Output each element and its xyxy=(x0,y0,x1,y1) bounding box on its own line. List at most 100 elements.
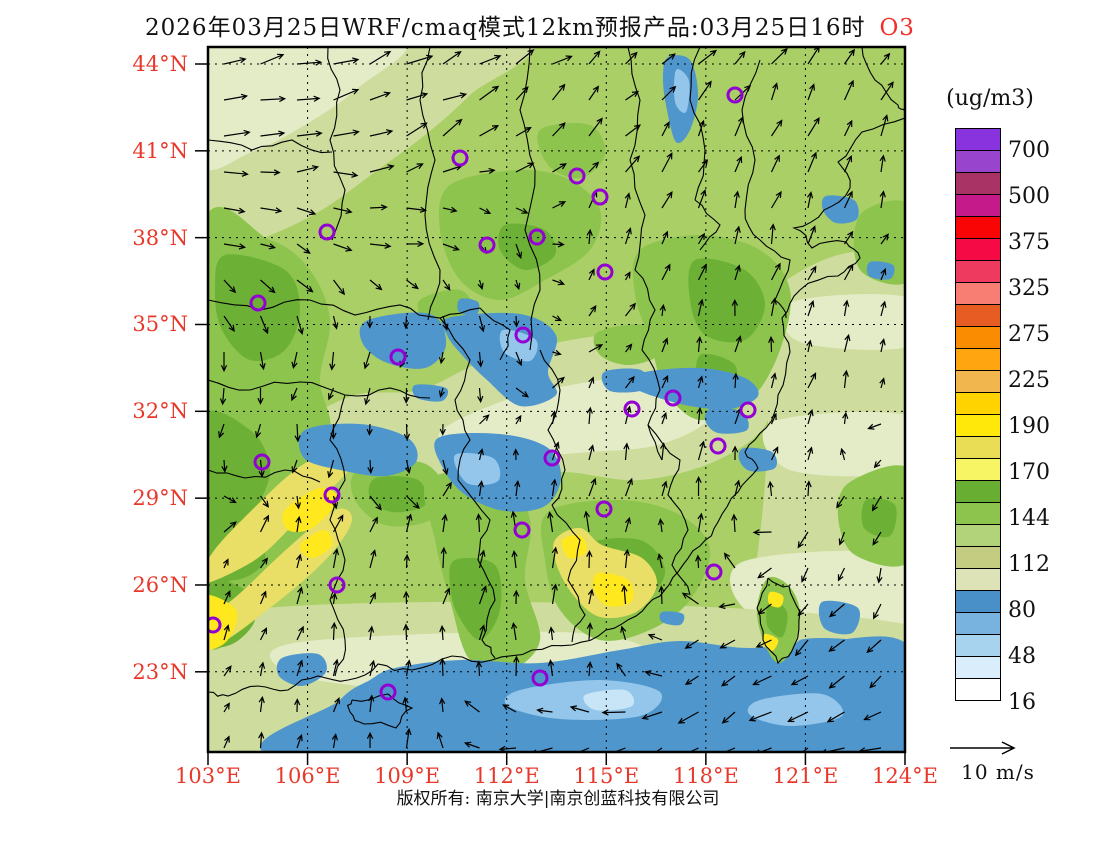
lat-label: 41°N xyxy=(132,138,188,163)
lon-label: 109°E xyxy=(374,764,441,788)
city-marker xyxy=(451,149,469,167)
concentration-patch xyxy=(298,423,418,477)
concentration-patch xyxy=(801,665,873,692)
concentration-patch xyxy=(781,294,905,350)
lat-label: 26°N xyxy=(132,572,188,597)
species-label: O3 xyxy=(879,15,915,41)
city-marker xyxy=(531,669,549,687)
city-marker xyxy=(591,188,609,206)
concentration-patch xyxy=(673,69,690,113)
legend-color-block xyxy=(955,150,1001,173)
city-marker xyxy=(568,167,586,185)
legend-color-block xyxy=(955,524,1001,547)
legend-color-block xyxy=(955,634,1001,657)
lat-label: 23°N xyxy=(132,659,188,684)
city-marker xyxy=(513,521,531,539)
city-marker xyxy=(389,348,407,366)
legend-color-block xyxy=(955,216,1001,239)
city-marker xyxy=(478,236,496,254)
city-marker xyxy=(528,228,546,246)
map-frame xyxy=(206,45,907,754)
lat-label: 35°N xyxy=(132,312,188,337)
city-marker xyxy=(623,400,641,418)
legend-unit-label: (ug/m3) xyxy=(946,86,1034,111)
lat-label: 32°N xyxy=(132,399,188,424)
concentration-patch xyxy=(601,368,649,393)
wind-scale-arrow xyxy=(950,741,1016,755)
city-marker xyxy=(253,453,271,471)
legend-color-block xyxy=(955,678,1001,701)
concentration-patch xyxy=(449,557,502,641)
legend-tick-label: 190 xyxy=(1008,414,1050,439)
concentration-patch xyxy=(593,572,634,607)
lon-label: 106°E xyxy=(274,764,341,788)
concentration-patch xyxy=(214,254,300,362)
legend-color-block xyxy=(955,326,1001,349)
city-marker xyxy=(328,576,346,594)
legend-color-block xyxy=(955,282,1001,305)
city-marker xyxy=(664,389,682,407)
lat-label: 44°N xyxy=(132,52,188,76)
legend-color-block xyxy=(955,172,1001,195)
legend-tick-label: 275 xyxy=(1008,322,1050,347)
lat-label: 38°N xyxy=(132,225,188,250)
legend-tick-label: 375 xyxy=(1008,230,1050,255)
concentration-patch xyxy=(818,600,860,635)
legend-color-block xyxy=(955,458,1001,481)
city-marker xyxy=(543,449,561,467)
boundary-lines xyxy=(208,47,905,729)
legend-tick-label: 16 xyxy=(1008,690,1036,715)
wind-scale-label: 10 m/s xyxy=(961,760,1035,784)
concentration-patch xyxy=(821,195,859,224)
lon-label: 115°E xyxy=(573,764,640,788)
concentration-patch xyxy=(866,261,895,280)
legend-color-block xyxy=(955,348,1001,371)
legend-tick-label: 170 xyxy=(1008,460,1050,485)
concentration-patch xyxy=(583,689,635,711)
concentration-patch xyxy=(766,599,788,638)
legend-tick-label: 48 xyxy=(1008,644,1036,669)
legend-color-block xyxy=(955,590,1001,613)
map-layers xyxy=(208,47,905,752)
legend-tick-label: 500 xyxy=(1008,184,1050,209)
legend-tick-label: 225 xyxy=(1008,368,1050,393)
legend-tick-label: 80 xyxy=(1008,598,1036,623)
concentration-patch xyxy=(861,498,897,538)
title-text: 2026年03月25日WRF/cmaq模式12km预报产品:03月25日16时 xyxy=(145,15,866,41)
city-marker xyxy=(705,563,723,581)
legend-color-block xyxy=(955,304,1001,327)
legend-color-block xyxy=(955,612,1001,635)
page-title: 2026年03月25日WRF/cmaq模式12km预报产品:03月25日16时 O… xyxy=(30,8,1030,42)
wind-vectors xyxy=(218,47,894,752)
city-marker xyxy=(726,86,744,104)
concentration-patch xyxy=(853,200,905,285)
concentration-patch xyxy=(453,452,501,486)
lon-label: 121°E xyxy=(772,764,839,788)
legend-tick-label: 325 xyxy=(1008,276,1050,301)
lon-label: 103°E xyxy=(175,764,241,788)
concentration-patch xyxy=(537,122,606,179)
legend-color-block xyxy=(955,392,1001,415)
concentration-patch xyxy=(688,258,765,343)
legend-tick-label: 112 xyxy=(1008,552,1050,577)
legend-color-block xyxy=(955,568,1001,591)
legend-color-block xyxy=(955,128,1001,151)
concentration-patch xyxy=(457,298,480,316)
legend-color-block xyxy=(955,260,1001,283)
lon-label: 124°E xyxy=(872,764,938,788)
footer-copyright: 版权所有: 南京大学|南京创蓝科技有限公司 xyxy=(396,789,720,809)
city-marker xyxy=(208,616,222,634)
city-marker xyxy=(323,486,341,504)
city-marker xyxy=(379,683,397,701)
legend-color-block xyxy=(955,546,1001,569)
lat-label: 29°N xyxy=(132,486,188,511)
lon-label: 112°E xyxy=(473,764,540,788)
concentration-patch xyxy=(747,693,844,727)
concentration-patch xyxy=(767,591,784,608)
city-marker xyxy=(318,223,336,241)
concentration-patch xyxy=(704,407,749,434)
concentration-patch xyxy=(359,312,447,369)
city-marker xyxy=(739,401,757,419)
